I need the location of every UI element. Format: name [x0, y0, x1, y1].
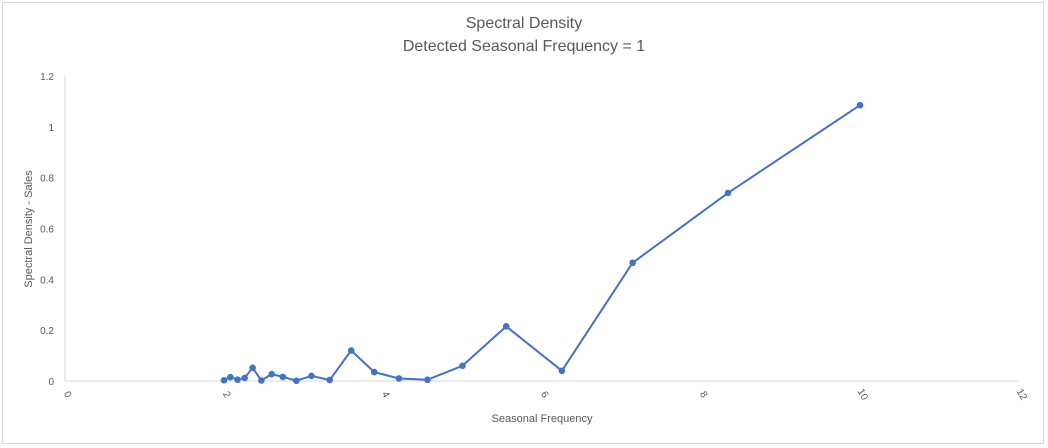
- data-point: [724, 189, 732, 197]
- y-tick-label: 1: [48, 123, 54, 134]
- data-point: [279, 373, 287, 381]
- data-point: [234, 376, 241, 384]
- data-point: [395, 375, 403, 382]
- data-point: [308, 372, 315, 380]
- chart-title: Spectral Density: [465, 15, 583, 32]
- data-point: [856, 101, 864, 109]
- data-point: [502, 323, 510, 330]
- y-tick-label: 0.4: [40, 275, 54, 286]
- y-tick-label: 1.2: [40, 72, 54, 83]
- x-tick-label: 4: [379, 390, 392, 401]
- chart-subtitle: Detected Seasonal Frequency = 1: [402, 38, 646, 55]
- series-line: [223, 104, 861, 382]
- data-point: [347, 347, 355, 354]
- x-tick-labels: 0 2 4 6 8 10 12: [61, 387, 1029, 403]
- x-tick-label: 10: [855, 387, 870, 403]
- data-point: [241, 374, 248, 382]
- y-tick-labels: 0 0.2 0.4 0.6 0.8 1 1.2: [40, 72, 54, 388]
- series-points: [220, 101, 864, 385]
- data-point: [424, 376, 431, 384]
- data-point: [629, 259, 636, 267]
- x-tick-label: 2: [220, 390, 233, 401]
- data-point: [268, 370, 276, 378]
- data-point: [326, 376, 334, 384]
- data-point: [249, 364, 256, 372]
- data-point: [293, 377, 300, 385]
- x-tick-label: 8: [697, 390, 710, 401]
- data-point: [227, 373, 234, 381]
- x-tick-label: 12: [1014, 387, 1029, 403]
- data-point: [258, 377, 265, 384]
- x-tick-label: 6: [538, 390, 551, 401]
- data-point: [370, 368, 378, 376]
- data-point: [558, 367, 566, 375]
- y-tick-label: 0.6: [40, 225, 54, 236]
- y-tick-label: 0.8: [40, 174, 54, 185]
- data-point: [220, 376, 228, 384]
- x-axis-label: Seasonal Frequency: [491, 413, 593, 425]
- x-tick-label: 0: [61, 390, 74, 401]
- data-point: [459, 362, 466, 370]
- y-tick-label: 0.2: [40, 326, 54, 337]
- y-tick-label: 0: [48, 377, 54, 388]
